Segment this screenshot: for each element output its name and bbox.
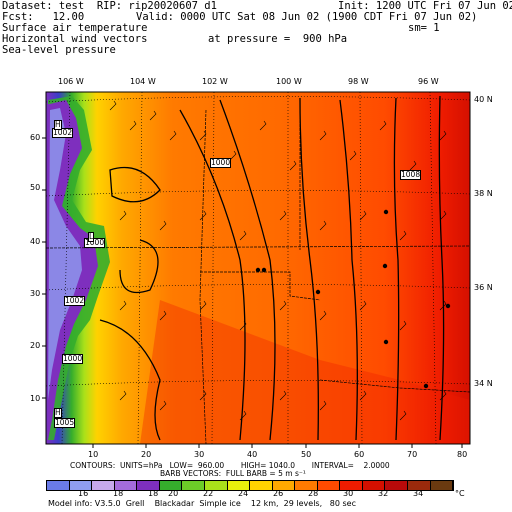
x-tick-label: 70: [407, 450, 418, 459]
y-tick-label: 20: [30, 341, 41, 350]
y-tick-label: 40: [30, 237, 41, 246]
barb-info: BARB VECTORS: FULL BARB = 5 m s⁻¹: [160, 469, 306, 478]
colorbar-label: 20: [168, 489, 179, 498]
x-tick-label: 80: [457, 450, 468, 459]
x-tick-label: 50: [301, 450, 312, 459]
x-tick-label: 40: [247, 450, 258, 459]
colorbar-swatch: [340, 481, 363, 490]
colorbar-swatch: [385, 481, 408, 490]
colorbar-swatch: [69, 481, 93, 490]
field-temperature: Surface air temperature: [2, 22, 148, 34]
smoothing-label: sm= 1: [408, 22, 440, 34]
colorbar-swatch: [204, 481, 228, 490]
x-tick-label: 30: [194, 450, 205, 459]
colorbar-swatch: [250, 481, 273, 490]
high-marker: H: [54, 408, 62, 418]
lon-label: 102 W: [202, 77, 228, 86]
colorbar-label: 26: [273, 489, 284, 498]
warm-region: [140, 300, 470, 444]
lon-label: 96 W: [418, 77, 439, 86]
field-slp: Sea-level pressure: [2, 44, 116, 56]
map-frame: [45, 91, 471, 445]
colorbar-unit: °C: [455, 489, 465, 498]
pressure-level: at pressure = 900 hPa: [208, 33, 348, 45]
lat-label: 34 N: [474, 379, 493, 388]
forecast-hour: Fcst: 12.00: [2, 11, 85, 23]
lat-label: 38 N: [474, 189, 493, 198]
colorbar-label: 24: [238, 489, 249, 498]
temperature-colorbar: [46, 480, 454, 491]
x-tick-label: 60: [354, 450, 365, 459]
y-tick-label: 50: [30, 183, 41, 192]
colorbar-swatch: [137, 481, 160, 490]
lon-label: 98 W: [348, 77, 369, 86]
lon-label: 100 W: [276, 77, 302, 86]
valid-time: Valid: 0000 UTC Sat 08 Jun 02 (1900 CDT …: [136, 11, 478, 23]
colorbar-label: 34: [413, 489, 424, 498]
colorbar-swatch: [227, 481, 251, 490]
init-time: Init: 1200 UTC Fri 07 Jun 02: [338, 0, 512, 12]
x-tick-label: 20: [141, 450, 152, 459]
lon-label: 104 W: [130, 77, 156, 86]
colorbar-swatch: [182, 481, 205, 490]
y-tick-label: 60: [30, 133, 41, 142]
lon-label: 106 W: [58, 77, 84, 86]
colorbar-swatch: [114, 481, 138, 490]
contour-info: CONTOURS: UNITS=hPa LOW= 960.00 HIGH= 10…: [70, 461, 390, 470]
isobar-label: 1008: [400, 170, 422, 180]
field-wind: Horizontal wind vectors: [2, 33, 148, 45]
colorbar-label: 22: [203, 489, 214, 498]
colorbar-swatch: [159, 481, 183, 490]
colorbar-swatch: [430, 481, 454, 490]
colorbar-swatch: [92, 481, 115, 490]
colorbar-swatch: [362, 481, 386, 490]
cold-region: [48, 108, 82, 400]
colorbar-swatch: [408, 481, 431, 490]
lat-label: 40 N: [474, 95, 493, 104]
isobar-label: 1005: [54, 418, 76, 428]
lat-label: 36 N: [474, 283, 493, 292]
colorbar-label: 16: [78, 489, 89, 498]
y-tick-label: 10: [30, 394, 41, 403]
isobar-label: 1002: [52, 128, 74, 138]
colorbar-swatch: [295, 481, 318, 490]
colorbar-swatch: [272, 481, 296, 490]
colorbar-label: 18: [113, 489, 124, 498]
isobar-label: 1000: [62, 354, 84, 364]
colorbar-swatch: [47, 481, 70, 490]
isobar-label: 1000: [210, 158, 232, 168]
isobar-label: 1002: [64, 296, 86, 306]
colorbar-label: 28: [308, 489, 319, 498]
colorbar-label: 32: [378, 489, 389, 498]
isobar-label: 1000: [84, 238, 106, 248]
colorbar-label: 30: [343, 489, 354, 498]
high-marker: H: [54, 120, 62, 130]
colorbar-label: 18: [148, 489, 159, 498]
x-tick-label: 10: [88, 450, 99, 459]
dataset-label: Dataset: test RIP: rip20020607 d1: [2, 0, 217, 12]
y-tick-label: 30: [30, 289, 41, 298]
low-marker: L: [88, 232, 95, 242]
model-info: Model info: V3.5.0 Grell Blackadar Simpl…: [48, 499, 356, 508]
colorbar-swatch: [317, 481, 341, 490]
